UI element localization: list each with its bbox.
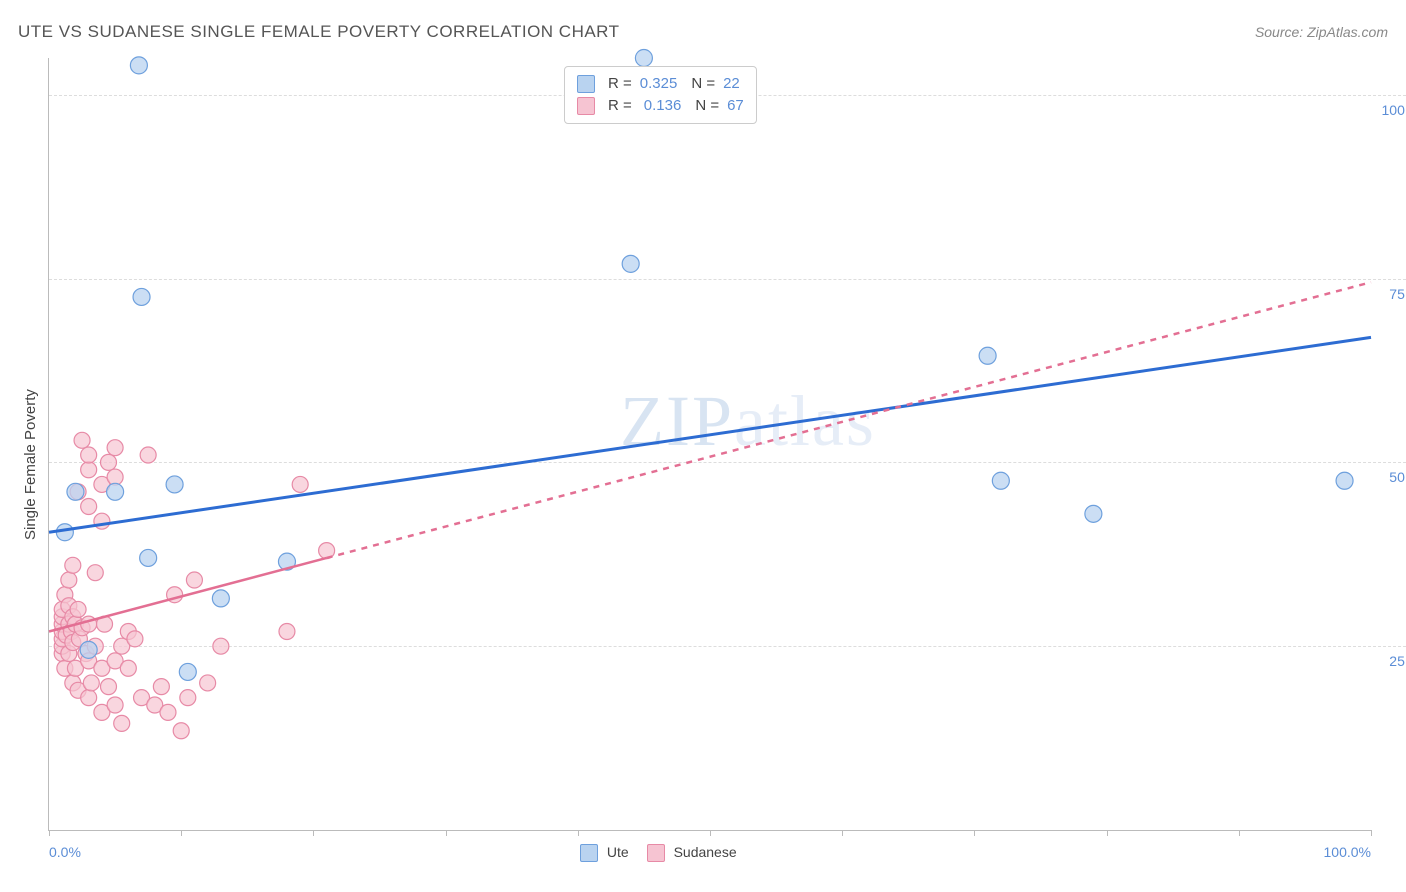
x-tick xyxy=(974,830,975,836)
y-tick-label: 25.0% xyxy=(1387,653,1406,669)
data-point xyxy=(70,601,86,617)
swatch-ute-bottom xyxy=(580,844,598,862)
data-point xyxy=(130,57,147,74)
x-tick xyxy=(710,830,711,836)
swatch-ute xyxy=(577,75,595,93)
data-point xyxy=(212,590,229,607)
legend-r-value-ute: 0.325 xyxy=(640,73,678,95)
header: UTE VS SUDANESE SINGLE FEMALE POVERTY CO… xyxy=(18,22,1388,42)
data-point xyxy=(1085,505,1102,522)
legend-n-value-sudanese: 67 xyxy=(727,95,744,117)
legend-item-ute: Ute xyxy=(580,844,629,862)
data-point xyxy=(200,675,216,691)
data-point xyxy=(81,498,97,514)
data-point xyxy=(173,723,189,739)
chart-plot-area: 25.0%50.0%75.0%100.0%0.0%100.0% xyxy=(48,58,1371,831)
data-point xyxy=(186,572,202,588)
x-tick xyxy=(49,830,50,836)
data-point xyxy=(107,469,123,485)
scatter-svg xyxy=(49,58,1371,830)
x-tick-label: 100.0% xyxy=(1324,844,1371,860)
legend-r-value-sudanese: 0.136 xyxy=(644,95,682,117)
data-point xyxy=(1336,472,1353,489)
y-tick-label: 50.0% xyxy=(1387,469,1406,485)
data-point xyxy=(81,462,97,478)
data-point xyxy=(107,483,124,500)
data-point xyxy=(61,572,77,588)
data-point xyxy=(153,679,169,695)
data-point xyxy=(87,565,103,581)
y-axis-label: Single Female Poverty xyxy=(22,389,39,540)
regression-line xyxy=(49,337,1371,532)
data-point xyxy=(140,549,157,566)
data-point xyxy=(140,447,156,463)
data-point xyxy=(166,476,183,493)
data-point xyxy=(81,690,97,706)
swatch-sudanese xyxy=(577,97,595,115)
data-point xyxy=(292,476,308,492)
data-point xyxy=(622,255,639,272)
data-point xyxy=(133,288,150,305)
series-legend: Ute Sudanese xyxy=(580,844,737,862)
x-tick xyxy=(1107,830,1108,836)
x-tick-label: 0.0% xyxy=(49,844,81,860)
data-point xyxy=(213,638,229,654)
data-point xyxy=(107,440,123,456)
legend-r-label: R = xyxy=(608,73,632,95)
data-point xyxy=(635,50,652,67)
legend-item-sudanese: Sudanese xyxy=(647,844,737,862)
legend-row-sudanese: R = 0.136 N = 67 xyxy=(577,95,744,117)
legend-r-label: R = xyxy=(608,95,632,117)
x-tick xyxy=(313,830,314,836)
correlation-legend: R = 0.325 N = 22 R = 0.136 N = 67 xyxy=(564,66,757,124)
data-point xyxy=(160,704,176,720)
data-point xyxy=(992,472,1009,489)
data-point xyxy=(83,675,99,691)
legend-row-ute: R = 0.325 N = 22 xyxy=(577,73,744,95)
data-point xyxy=(74,432,90,448)
data-point xyxy=(120,660,136,676)
data-point xyxy=(81,447,97,463)
chart-title: UTE VS SUDANESE SINGLE FEMALE POVERTY CO… xyxy=(18,22,620,42)
legend-n-label: N = xyxy=(695,95,719,117)
x-tick xyxy=(1239,830,1240,836)
data-point xyxy=(100,679,116,695)
x-tick xyxy=(842,830,843,836)
data-point xyxy=(94,513,110,529)
x-tick xyxy=(1371,830,1372,836)
swatch-sudanese-bottom xyxy=(647,844,665,862)
data-point xyxy=(979,347,996,364)
data-point xyxy=(80,641,97,658)
legend-n-label: N = xyxy=(691,73,715,95)
y-tick-label: 100.0% xyxy=(1380,102,1406,118)
x-tick xyxy=(578,830,579,836)
data-point xyxy=(114,715,130,731)
x-tick xyxy=(446,830,447,836)
legend-label-ute: Ute xyxy=(607,844,629,860)
regression-line xyxy=(327,282,1371,558)
data-point xyxy=(127,631,143,647)
data-point xyxy=(179,663,196,680)
source-attribution: Source: ZipAtlas.com xyxy=(1255,24,1388,40)
data-point xyxy=(107,697,123,713)
data-point xyxy=(67,483,84,500)
y-tick-label: 75.0% xyxy=(1387,286,1406,302)
legend-label-sudanese: Sudanese xyxy=(674,844,737,860)
data-point xyxy=(279,623,295,639)
data-point xyxy=(65,557,81,573)
data-point xyxy=(100,454,116,470)
x-tick xyxy=(181,830,182,836)
data-point xyxy=(180,690,196,706)
legend-n-value-ute: 22 xyxy=(723,73,740,95)
